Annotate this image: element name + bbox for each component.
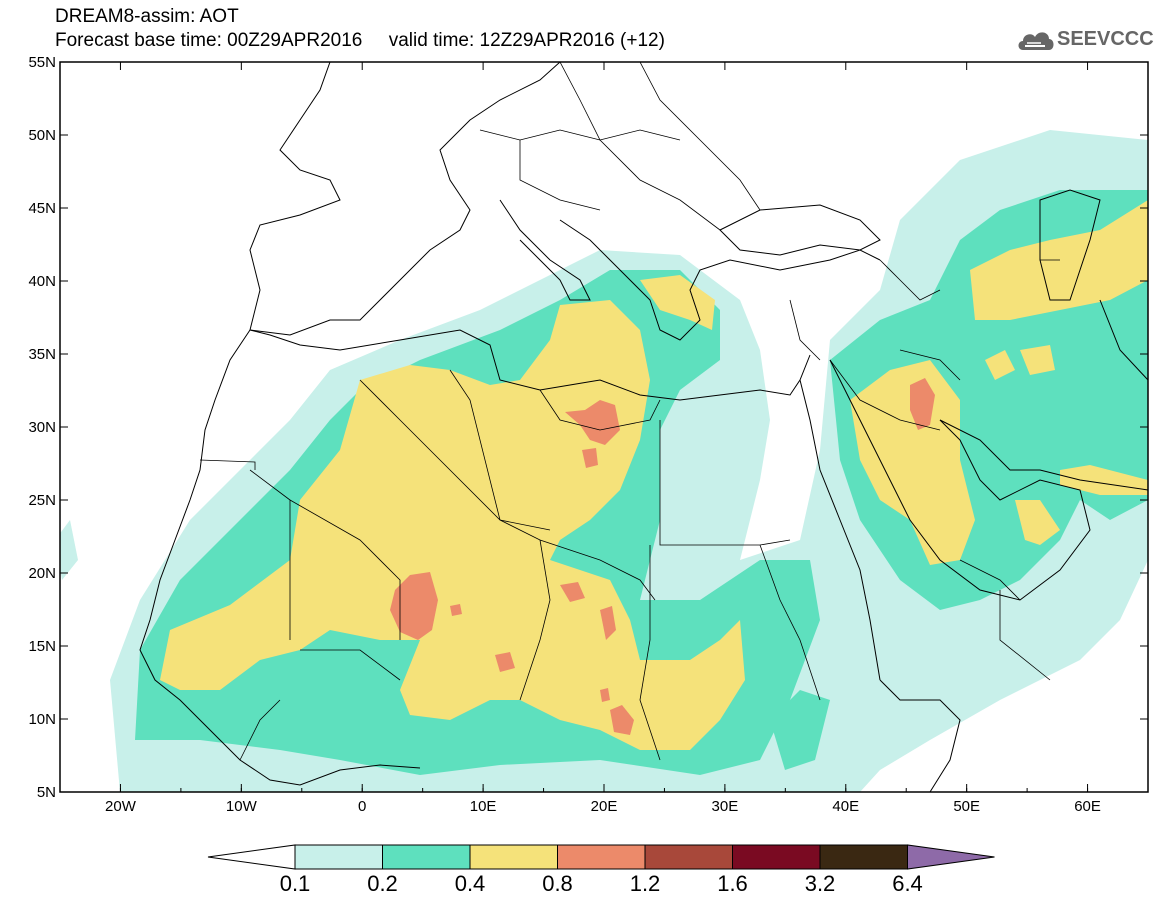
x-tick-label: 20E — [591, 798, 618, 815]
x-tick-label: 0 — [358, 798, 366, 815]
y-tick-label: 40N — [28, 273, 56, 290]
forecast-time-label: Forecast base time: 00Z29APR2016 valid t… — [55, 30, 665, 51]
y-tick-label: 25N — [28, 492, 56, 509]
colorbar-over-arrow — [907, 844, 995, 870]
colorbar-label: 1.6 — [717, 871, 748, 896]
colorbar: 0.1 0.2 0.4 0.8 1.2 1.6 3.2 6.4 — [207, 844, 995, 896]
y-tick-label: 35N — [28, 346, 56, 363]
map-title: DREAM8-assim: AOT — [55, 6, 239, 27]
colorbar-swatch — [732, 844, 821, 870]
logo-text: SEEVCCC — [1057, 28, 1154, 50]
x-tick-label: 10W — [226, 798, 258, 815]
y-tick-label: 20N — [28, 565, 56, 582]
x-tick-label: 20W — [105, 798, 137, 815]
colorbar-label: 1.2 — [630, 871, 661, 896]
colorbar-label: 6.4 — [892, 871, 923, 896]
colorbar-label: 0.8 — [542, 871, 573, 896]
colorbar-under-arrow — [207, 844, 296, 870]
y-tick-label: 15N — [28, 638, 56, 655]
y-tick-label: 55N — [28, 54, 56, 71]
colorbar-swatch — [382, 844, 471, 870]
x-tick-label: 10E — [470, 798, 497, 815]
colorbar-swatch — [469, 844, 558, 870]
x-axis: 20W 10W 0 10E 20E 30E 40E 50E 60E — [59, 62, 1149, 815]
aot-level-0-8 — [390, 378, 935, 735]
y-tick-label: 5N — [37, 784, 56, 801]
x-tick-label: 40E — [832, 798, 859, 815]
y-tick-label: 10N — [28, 711, 56, 728]
x-tick-label: 50E — [953, 798, 980, 815]
country-borders — [199, 62, 1060, 761]
colorbar-label: 3.2 — [805, 871, 836, 896]
x-tick-label: 60E — [1074, 798, 1101, 815]
colorbar-swatch — [557, 844, 646, 870]
colorbar-swatch — [819, 844, 908, 870]
colorbar-swatch — [644, 844, 733, 870]
map-area — [60, 62, 1148, 792]
y-tick-label: 45N — [28, 200, 56, 217]
y-axis: 55N 50N 45N 40N 35N 30N 25N 20N 15N 10N 5N — [28, 54, 1148, 801]
x-tick-label: 30E — [712, 798, 739, 815]
colorbar-label: 0.4 — [455, 871, 486, 896]
colorbar-label: 0.1 — [280, 871, 311, 896]
coastlines — [139, 62, 1148, 792]
colorbar-label: 0.2 — [367, 871, 398, 896]
seevccc-logo: SEEVCCC — [1015, 22, 1155, 58]
colorbar-swatch — [294, 844, 383, 870]
cloud-icon — [1018, 32, 1054, 50]
y-tick-label: 30N — [28, 419, 56, 436]
y-tick-label: 50N — [28, 127, 56, 144]
